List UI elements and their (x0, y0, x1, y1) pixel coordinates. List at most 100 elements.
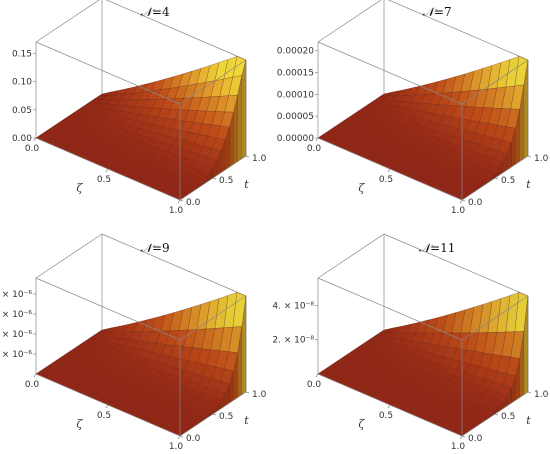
box-edge (35, 233, 103, 279)
zeta-tick-mark (459, 199, 463, 204)
box-edge (35, 41, 181, 105)
box-edge (317, 41, 463, 105)
panel-title: 𝒩=9 (140, 241, 169, 255)
box-edge (387, 0, 529, 61)
zeta-tick-mark (315, 137, 319, 142)
z-tick-label: 0.00010 (277, 90, 314, 100)
box-edge (383, 233, 529, 297)
surface-mesh (35, 56, 247, 201)
z-tick-label: 4. × 10⁻⁸ (272, 301, 314, 311)
zeta-axis-label: ζ (358, 418, 365, 431)
zeta-axis-label: ζ (76, 418, 83, 431)
panel-title-value: =11 (430, 241, 455, 255)
t-tick-label: 0.0 (186, 434, 201, 444)
t-tick-mark (179, 435, 184, 438)
surface-panel-4: 𝒩=11 0.0 0.5 1.0 ζ 0.0 0.5 1.0 t 2. × 10⁻⁸ 4. × 10… (272, 233, 549, 452)
surface-panel-1: 𝒩=4 0.0 0.5 1.0 ζ 0.0 0.5 1.0 t 0.00 0.05 0.10 0.15 (12, 0, 267, 216)
panel-title-value: =9 (152, 241, 170, 255)
z-tick-label: 2. × 10⁻⁸ (272, 336, 314, 346)
z-tick-label: 0.15 (12, 49, 32, 59)
z-tick-label: 4. × 10⁻⁶ (0, 290, 32, 300)
zeta-tick-mark (33, 373, 37, 378)
t-axis-label: t (244, 414, 249, 427)
z-tick-label: 0.10 (12, 78, 32, 88)
zeta-tick-mark (105, 168, 109, 173)
box-edge (317, 277, 463, 341)
zeta-tick-label: 0.5 (97, 411, 111, 421)
t-tick-label: 0.0 (186, 198, 201, 208)
zeta-tick-label: 0.0 (307, 380, 322, 390)
box-edge (317, 233, 385, 279)
panel-title: 𝒩=11 (419, 241, 456, 255)
t-tick-label: 1.0 (534, 154, 549, 164)
panel-title-variable: 𝒩 (422, 5, 437, 19)
zeta-tick-label: 1.0 (169, 442, 184, 452)
zeta-tick-mark (33, 137, 37, 142)
t-tick-label: 1.0 (252, 154, 267, 164)
t-tick-mark (527, 391, 532, 394)
zeta-tick-mark (387, 404, 391, 409)
t-tick-mark (494, 177, 499, 180)
z-tick-label: 0.00015 (277, 69, 314, 79)
t-tick-label: 0.5 (219, 176, 233, 186)
zeta-tick-mark (177, 199, 181, 204)
panel-title: 𝒩=7 (422, 5, 451, 19)
box-edge (461, 59, 529, 105)
t-axis-label: t (244, 178, 249, 191)
z-tick-label: 0.00000 (277, 134, 314, 144)
box-edge (317, 0, 382, 43)
surface-panel-2: 𝒩=7 0.0 0.5 1.0 ζ 0.0 0.5 1.0 t 0.00000 0.00005 0.0… (277, 0, 549, 216)
panel-title: 𝒩=4 (140, 5, 170, 19)
zeta-tick-mark (315, 373, 319, 378)
zeta-tick-mark (177, 435, 181, 440)
zeta-tick-label: 0.0 (25, 380, 40, 390)
panel-title-variable: 𝒩 (140, 241, 155, 255)
z-tick-label: 0.00005 (277, 112, 314, 122)
panel-title-variable: 𝒩 (419, 241, 434, 255)
zeta-tick-mark (105, 404, 109, 409)
zeta-tick-label: 0.5 (379, 411, 393, 421)
t-tick-mark (179, 199, 184, 202)
t-tick-mark (494, 413, 499, 416)
zeta-tick-mark (459, 435, 463, 440)
t-tick-label: 1.0 (534, 390, 549, 400)
z-tick-label: 0.00 (12, 134, 32, 144)
zeta-tick-label: 0.0 (307, 144, 322, 154)
z-tick-label: 3. × 10⁻⁶ (0, 310, 32, 320)
surface-mesh (35, 292, 247, 437)
t-tick-label: 0.0 (468, 198, 483, 208)
zeta-tick-label: 0.5 (97, 175, 111, 185)
t-tick-label: 0.5 (219, 412, 233, 422)
t-tick-label: 0.0 (468, 434, 483, 444)
t-axis-label: t (526, 178, 531, 191)
t-tick-mark (461, 199, 466, 202)
box-edge (35, 0, 100, 43)
t-tick-label: 1.0 (252, 390, 267, 400)
t-tick-mark (245, 391, 250, 394)
zeta-axis-label: ζ (358, 182, 365, 195)
t-tick-label: 0.5 (501, 176, 515, 186)
box-edge (179, 295, 247, 341)
zeta-axis-label: ζ (76, 182, 83, 195)
t-tick-mark (527, 155, 532, 158)
t-tick-mark (212, 177, 217, 180)
z-tick-label: 2. × 10⁻⁶ (0, 330, 32, 340)
t-tick-label: 0.5 (501, 412, 515, 422)
box-edge (105, 0, 247, 61)
box-edge (35, 277, 181, 341)
panel-title-value: =7 (434, 5, 452, 19)
t-axis-label: t (526, 414, 531, 427)
z-tick-label: 1. × 10⁻⁶ (0, 350, 32, 360)
zeta-tick-label: 1.0 (169, 206, 184, 216)
surface-mesh (317, 56, 529, 201)
box-edge (101, 233, 247, 297)
zeta-tick-label: 0.0 (25, 144, 40, 154)
box-edge (461, 295, 529, 341)
t-tick-mark (461, 435, 466, 438)
zeta-tick-label: 1.0 (451, 206, 466, 216)
z-tick-label: 0.05 (12, 106, 32, 116)
zeta-tick-label: 0.5 (379, 175, 393, 185)
t-tick-mark (212, 413, 217, 416)
box-edge (179, 59, 247, 105)
